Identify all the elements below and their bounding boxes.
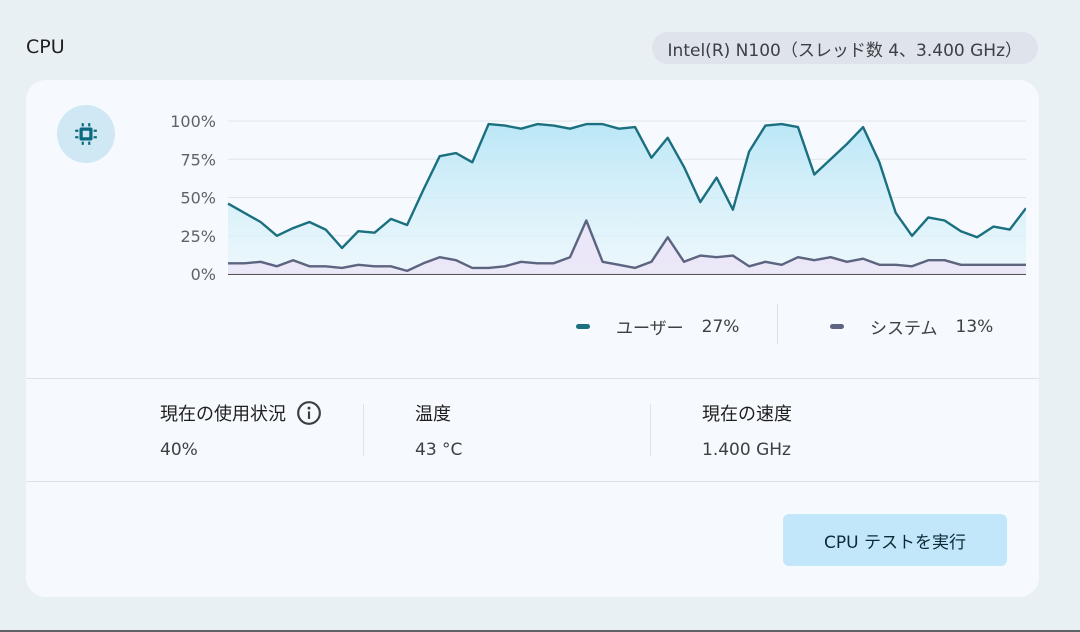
y-tick-label: 100%	[170, 112, 216, 131]
stat-usage: 現在の使用状況 40%	[160, 400, 322, 460]
window-bottom-edge	[0, 630, 1080, 632]
series-area-system	[228, 220, 1026, 274]
y-tick-label: 50%	[180, 189, 216, 208]
series-area-user	[228, 124, 1026, 274]
legend-user-value: 27%	[701, 316, 740, 337]
y-tick-label: 25%	[180, 227, 216, 246]
section-title: CPU	[26, 36, 65, 58]
series-line-system	[228, 219, 1026, 273]
usage-value: 40%	[160, 440, 198, 460]
stat-divider-2	[650, 404, 651, 456]
run-cpu-test-button[interactable]: CPU テストを実行	[783, 514, 1007, 566]
temp-label: 温度	[415, 404, 451, 425]
info-icon[interactable]	[296, 400, 322, 426]
legend-system-swatch	[830, 324, 844, 329]
usage-label: 現在の使用状況	[160, 404, 286, 425]
legend-user-label: ユーザー	[616, 319, 684, 339]
legend-system-value: 13%	[955, 316, 994, 337]
chart-legend: ユーザー 27% システム 13%	[26, 314, 1039, 344]
cpu-chip-icon	[57, 105, 115, 163]
divider-top	[26, 378, 1039, 379]
legend-divider	[777, 304, 778, 344]
legend-user: ユーザー 27%	[576, 314, 739, 339]
legend-system-label: システム	[870, 319, 938, 339]
stat-temperature: 温度 43 °C	[415, 400, 462, 460]
divider-bottom	[26, 481, 1039, 482]
temp-value: 43 °C	[415, 440, 463, 460]
legend-system: システム 13%	[830, 314, 993, 339]
stat-divider-1	[363, 404, 364, 456]
stat-speed: 現在の速度 1.400 GHz	[702, 400, 792, 460]
speed-label: 現在の速度	[702, 404, 792, 425]
series-line-user	[227, 122, 1026, 250]
speed-value: 1.400 GHz	[702, 440, 791, 460]
legend-user-swatch	[576, 324, 590, 329]
cpu-card: 100% 75% 50% 25% 0% ユーザー 27% システム 13% 現在の使用状…	[26, 80, 1039, 597]
y-tick-label: 75%	[180, 150, 216, 169]
cpu-info-chip: Intel(R) N100（スレッド数 4、3.400 GHz）	[651, 32, 1038, 64]
cpu-usage-chart: 100% 75% 50% 25% 0%	[146, 102, 1026, 282]
y-tick-label: 0%	[191, 265, 216, 282]
cpu-usage-chart-svg: 100% 75% 50% 25% 0%	[170, 112, 1026, 282]
